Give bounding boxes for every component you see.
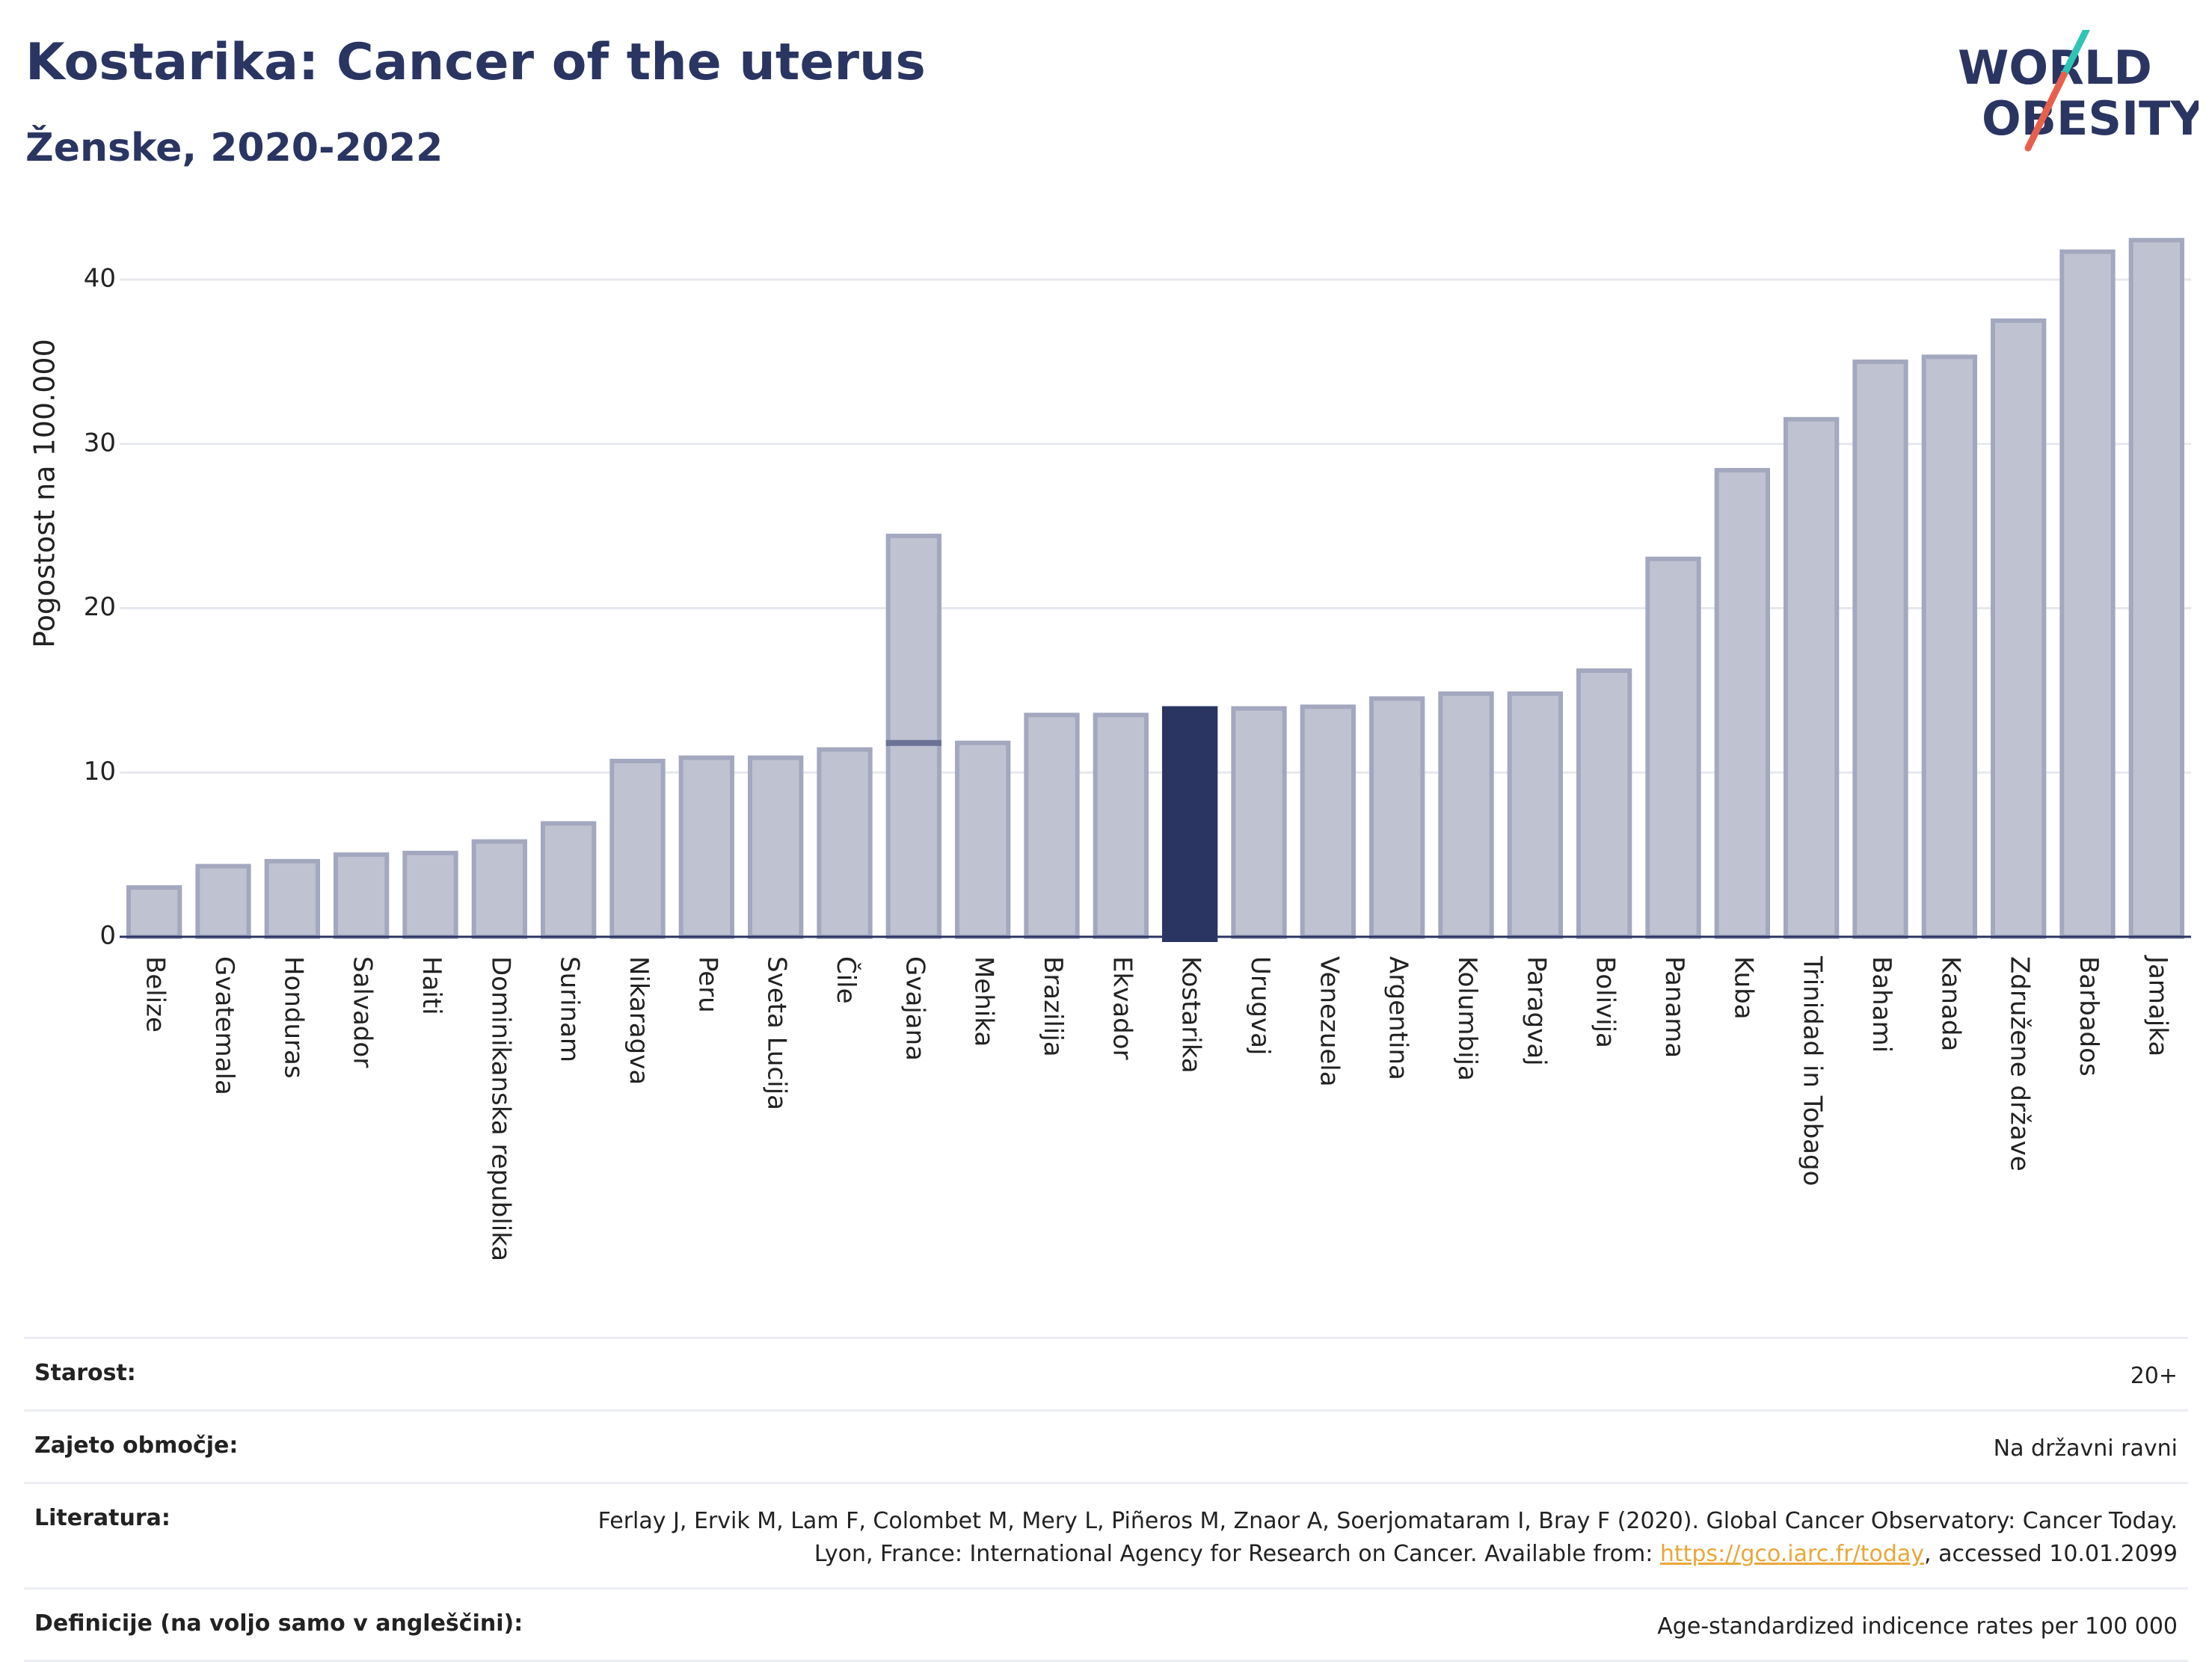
y-tick-label: 30 [84, 428, 116, 458]
bar-urugvaj [1231, 706, 1287, 939]
bar-kostarika [1162, 706, 1218, 942]
info-label: Zajeto območje: [34, 1432, 239, 1459]
bar-bolivija [1576, 668, 1632, 939]
x-tick-label: Barbados [2074, 956, 2104, 1077]
x-tick-label: Jamajka [2142, 955, 2172, 1056]
bar-kanada [1921, 354, 1977, 940]
x-tick-label: Ekvador [1107, 956, 1137, 1060]
literature-text: Ferlay J, Ervik M, Lam F, Colombet M, Me… [597, 1508, 2178, 1567]
source-link[interactable]: https://gco.iarc.fr/today [1659, 1541, 1925, 1567]
x-tick-label: Mehika [969, 956, 999, 1047]
x-tick-label: Trinidad in Tobago [1798, 955, 1828, 1186]
x-tick-label: Argentina [1383, 956, 1413, 1080]
x-tick-label: Peru [692, 956, 722, 1013]
bar-trinidad-in-tobago [1784, 416, 1840, 939]
bar-dominikanska-republika [471, 839, 527, 940]
info-value: Na državni ravni [1993, 1435, 2178, 1462]
x-tick-label: Bolivija [1591, 956, 1620, 1048]
bar-gvatemala [195, 864, 251, 939]
bar-jamajka [2128, 238, 2184, 939]
bar-gvajana [885, 533, 941, 939]
logo-slash-red [2024, 71, 2068, 152]
bar-venezuela [1300, 704, 1356, 939]
x-tick-label: Paragvaj [1521, 956, 1551, 1066]
x-tick-label: Gvajana [900, 956, 930, 1061]
bar-barbados [2059, 249, 2116, 939]
y-tick-label: 20 [84, 592, 116, 622]
x-tick-label: Urugvaj [1245, 956, 1275, 1055]
y-axis-label-svg: Pogostost na 100.000 [28, 339, 61, 648]
x-tick-label: Kuba [1728, 956, 1758, 1020]
x-tick-label: Venezuela [1314, 956, 1344, 1087]
bars [126, 238, 2184, 942]
world-obesity-logo: WORLD OBESITY [1958, 30, 2199, 152]
y-tick-label: 0 [99, 921, 116, 951]
info-row-coverage: Zajeto območje: Na državni ravni [24, 1409, 2188, 1482]
bar-haiti [402, 850, 458, 939]
bar-bahami [1852, 359, 1908, 939]
x-tick-label: Nikaragva [624, 956, 654, 1085]
bar-salvador [334, 852, 390, 939]
x-tick-label: Haiti [417, 956, 446, 1015]
x-tick-label: Kostarika [1176, 956, 1206, 1074]
info-table: Starost: 20+ Zajeto območje: Na državni … [24, 1337, 2188, 1662]
bar-čile [817, 747, 873, 939]
bar-honduras [264, 858, 320, 940]
info-value: Age-standardized indicence rates per 100… [1657, 1613, 2178, 1640]
x-tick-label: Belize [141, 956, 170, 1032]
y-tick-label: 10 [84, 757, 116, 787]
logo-line-2: OBESITY [1982, 91, 2199, 146]
bar-nikaragva [609, 758, 666, 939]
bar-surinam [541, 821, 597, 940]
info-label: Definicije (na voljo samo v angleščini): [34, 1610, 523, 1637]
x-tick-label: Kanada [1935, 956, 1965, 1051]
y-tick-labels: 0 10 20 30 40 [84, 264, 116, 951]
x-tick-label: Sveta Lucija [762, 956, 792, 1110]
x-tick-label: Gvatemala [209, 956, 239, 1095]
x-tick-label: Čile [831, 956, 861, 1004]
y-tick-label: 40 [84, 264, 116, 294]
x-tick-label: Panama [1659, 956, 1689, 1058]
info-row-definitions: Definicije (na voljo samo v angleščini):… [24, 1587, 2188, 1662]
x-tick-label: Dominikanska republika [485, 956, 515, 1261]
bar-kolumbija [1438, 691, 1494, 940]
bar-paragvaj [1507, 691, 1563, 940]
page-title: Kostarika: Cancer of the uterus [25, 33, 926, 92]
x-tick-label: Združene države [2005, 956, 2035, 1172]
bar-peru [678, 755, 734, 939]
x-tick-label: Honduras [278, 956, 308, 1079]
info-label: Starost: [34, 1360, 136, 1386]
info-row-age: Starost: 20+ [24, 1337, 2188, 1409]
literature-accessed: , accessed 10.01.2099 [1924, 1541, 2178, 1567]
x-tick-label: Surinam [555, 956, 585, 1062]
bar-kuba [1714, 467, 1770, 939]
info-row-literature: Literatura: Ferlay J, Ervik M, Lam F, Co… [24, 1482, 2188, 1587]
y-axis-label: Pogostost na 100.000 [28, 339, 61, 648]
bar-chart: 0 10 20 30 40 Belize Gvatemala Honduras Salvado… [84, 238, 2191, 1261]
info-value: Ferlay J, Ervik M, Lam F, Colombet M, Me… [585, 1505, 2178, 1571]
info-label: Literatura: [34, 1505, 170, 1531]
x-tick-label: Kolumbija [1452, 956, 1482, 1081]
x-tick-label: Bahami [1867, 956, 1896, 1053]
x-tick-label: Brazilija [1038, 956, 1068, 1057]
info-value: 20+ [2130, 1363, 2178, 1389]
logo-slash-teal [2060, 30, 2090, 79]
bar-združene-države [1991, 318, 2047, 939]
page-subtitle: Ženske, 2020-2022 [25, 126, 443, 170]
bar-argentina [1369, 696, 1425, 939]
bar-mehika [955, 740, 1011, 939]
grid-lines [120, 278, 2191, 774]
x-tick-label: Salvador [348, 956, 378, 1068]
x-tick-labels: Belize Gvatemala Honduras Salvador Haiti Domi… [141, 955, 2173, 1261]
bar-belize [126, 885, 182, 939]
bar-ekvador [1093, 712, 1149, 940]
bar-panama [1645, 556, 1701, 939]
bar-brazilija [1024, 712, 1080, 940]
bar-sveta-lucija [748, 755, 804, 939]
